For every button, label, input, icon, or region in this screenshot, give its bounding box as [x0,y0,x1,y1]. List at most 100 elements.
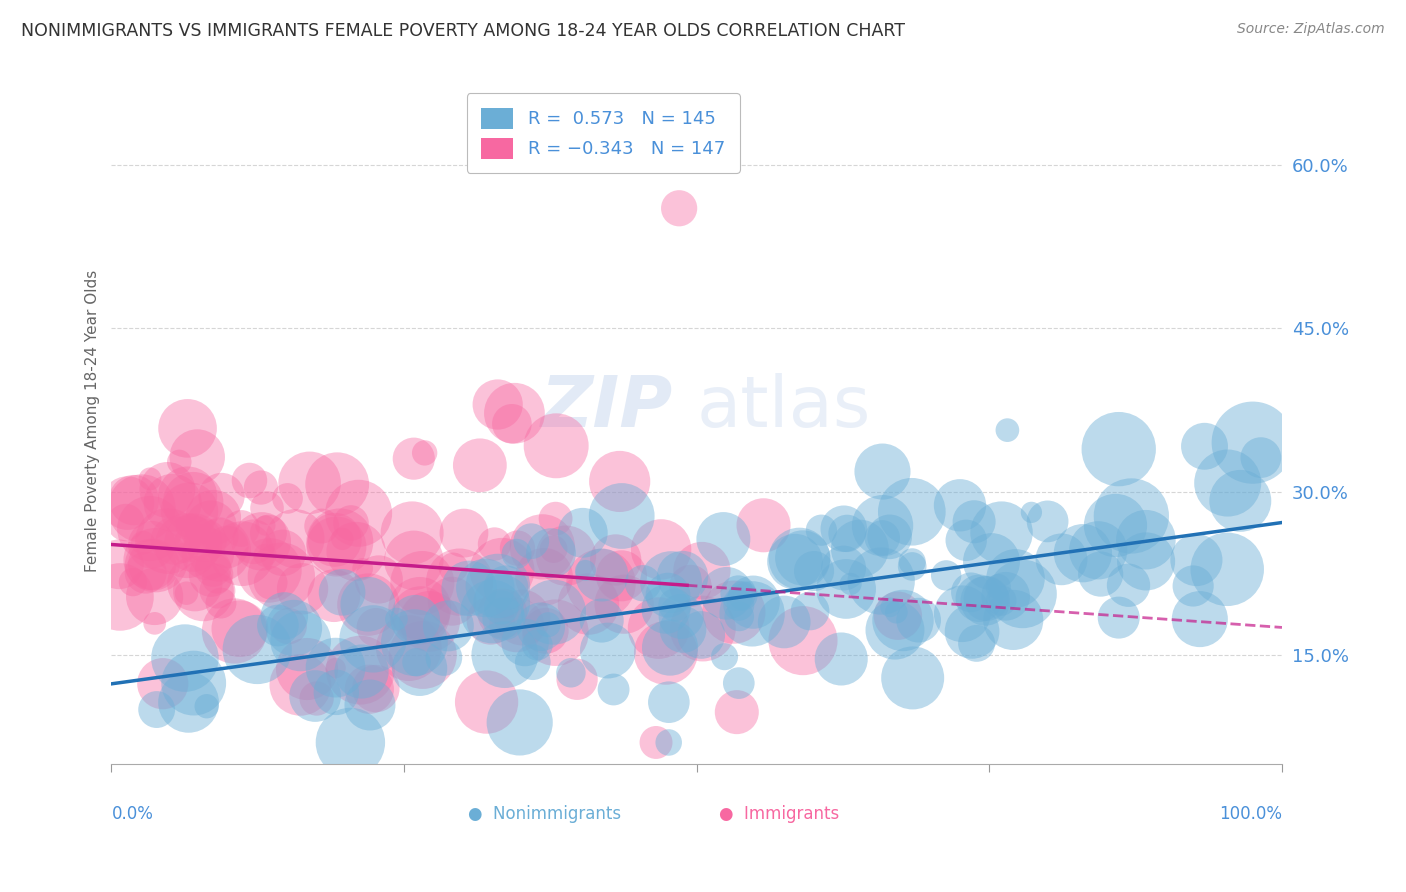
Point [530,620,553,634]
Point [534,624,557,638]
Point [839,577,862,591]
Point [122,493,145,508]
Point [323,589,346,603]
Point [458,582,481,596]
Point [408,661,430,675]
Point [163,533,186,548]
Point [716,586,738,600]
Point [176,539,198,553]
Point [907,613,929,627]
Point [994,589,1017,603]
Point [295,662,318,676]
Point [1216,476,1239,491]
Point [533,570,555,584]
Point [596,643,619,657]
Point [1216,562,1239,576]
Point [1121,508,1143,523]
Point [344,544,367,558]
Point [543,605,565,619]
Point [713,649,735,664]
Point [177,695,200,709]
Point [501,417,523,431]
Point [1135,533,1157,547]
Point [401,525,423,540]
Point [835,526,858,541]
Text: Source: ZipAtlas.com: Source: ZipAtlas.com [1237,22,1385,37]
Point [200,567,222,582]
Point [613,597,636,611]
Point [339,735,361,749]
Point [484,537,506,551]
Point [1011,587,1033,601]
Point [474,581,496,595]
Point [672,623,695,637]
Point [173,546,195,560]
Point [658,735,681,749]
Text: ●  Nonimmigrants: ● Nonimmigrants [468,805,621,823]
Point [352,561,374,575]
Point [560,665,582,680]
Point [849,541,872,556]
Point [773,615,796,629]
Point [742,595,765,609]
Point [1090,567,1112,582]
Point [254,518,277,533]
Point [257,526,280,541]
Point [361,632,384,646]
Point [183,676,205,690]
Point [731,589,754,603]
Point [131,501,153,516]
Point [404,613,426,627]
Point [789,551,811,566]
Point [935,568,957,582]
Text: 0.0%: 0.0% [111,805,153,823]
Point [441,560,464,574]
Point [139,522,162,536]
Point [305,691,328,706]
Point [832,561,855,575]
Point [453,526,475,541]
Point [176,586,198,600]
Point [830,652,852,666]
Point [658,695,681,709]
Point [835,582,858,596]
Point [872,531,894,545]
Point [108,590,131,604]
Point [402,451,425,466]
Point [659,640,682,655]
Point [492,612,515,626]
Point [156,534,179,549]
Point [283,621,305,635]
Point [1036,515,1059,529]
Point [284,532,307,546]
Point [114,516,136,530]
Point [565,673,588,687]
Point [145,702,167,716]
Point [402,553,425,567]
Point [1188,612,1211,626]
Point [872,465,894,479]
Point [290,678,312,692]
Point [242,534,264,549]
Point [509,715,531,730]
Point [367,573,389,587]
Point [208,543,231,558]
Point [176,421,198,435]
Point [385,612,408,626]
Point [727,676,749,690]
Point [1050,552,1073,566]
Point [202,561,225,575]
Point [271,546,294,560]
Point [810,523,832,537]
Point [290,634,312,648]
Point [799,604,821,618]
Point [433,650,456,665]
Point [1250,450,1272,465]
Point [505,618,527,632]
Point [901,555,924,569]
Point [108,558,131,572]
Point [879,530,901,544]
Point [659,575,682,590]
Point [486,397,509,411]
Point [657,588,679,602]
